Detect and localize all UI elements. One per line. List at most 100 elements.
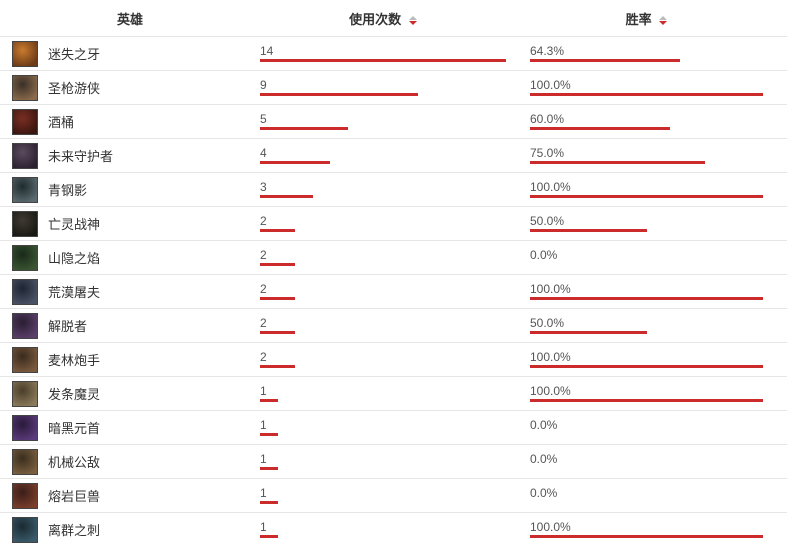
- champion-avatar: [12, 41, 38, 67]
- winrate-value: 100.0%: [530, 283, 763, 295]
- usage-cell: 1: [260, 479, 530, 512]
- table-header: 英雄 使用次数 胜率: [0, 0, 787, 36]
- winrate-bar: [530, 263, 763, 266]
- usage-value: 1: [260, 419, 506, 431]
- usage-bar: [260, 535, 506, 538]
- champion-name: 圣枪游侠: [48, 78, 100, 97]
- header-winrate-label: 胜率: [626, 12, 652, 27]
- usage-value: 1: [260, 453, 506, 465]
- winrate-value: 64.3%: [530, 45, 763, 57]
- table-row[interactable]: 发条魔灵1100.0%: [0, 376, 787, 410]
- winrate-bar: [530, 297, 763, 300]
- hero-cell: 麦林炮手: [0, 347, 260, 373]
- winrate-bar: [530, 127, 763, 130]
- table-row[interactable]: 圣枪游侠 9100.0%: [0, 70, 787, 104]
- champion-stats-table: 英雄 使用次数 胜率 迷失之牙1464.3%圣枪游侠9100.0%酒桶560.0…: [0, 0, 787, 546]
- table-row[interactable]: 迷失之牙 1464.3%: [0, 36, 787, 70]
- table-row[interactable]: 暗黑元首10.0%: [0, 410, 787, 444]
- champion-name: 发条魔灵: [48, 384, 100, 403]
- winrate-cell: 100.0%: [530, 173, 787, 206]
- hero-cell: 山隐之焰: [0, 245, 260, 271]
- winrate-cell: 0.0%: [530, 445, 787, 478]
- usage-cell: 2: [260, 343, 530, 376]
- hero-cell: 酒桶: [0, 109, 260, 135]
- usage-value: 2: [260, 283, 506, 295]
- winrate-cell: 0.0%: [530, 479, 787, 512]
- winrate-cell: 100.0%: [530, 275, 787, 308]
- winrate-value: 100.0%: [530, 521, 763, 533]
- usage-bar: [260, 195, 506, 198]
- usage-cell: 3: [260, 173, 530, 206]
- winrate-bar: [530, 399, 763, 402]
- usage-value: 4: [260, 147, 506, 159]
- usage-bar: [260, 365, 506, 368]
- champion-name: 迷失之牙: [48, 44, 100, 63]
- table-row[interactable]: 酒桶560.0%: [0, 104, 787, 138]
- usage-bar: [260, 467, 506, 470]
- winrate-bar: [530, 93, 763, 96]
- usage-cell: 14: [260, 37, 530, 70]
- winrate-cell: 64.3%: [530, 37, 787, 70]
- header-usage-label: 使用次数: [349, 12, 401, 27]
- champion-name: 未来守护者: [48, 146, 113, 165]
- table-row[interactable]: 熔岩巨兽 10.0%: [0, 478, 787, 512]
- sort-icon: [659, 15, 667, 26]
- champion-name: 熔岩巨兽: [48, 486, 100, 505]
- champion-name: 酒桶: [48, 112, 74, 131]
- champion-avatar: [12, 347, 38, 373]
- hero-cell: 迷失之牙: [0, 41, 260, 67]
- champion-avatar: [12, 177, 38, 203]
- winrate-cell: 50.0%: [530, 207, 787, 240]
- hero-cell: 荒漠屠夫: [0, 279, 260, 305]
- usage-bar: [260, 93, 506, 96]
- winrate-value: 50.0%: [530, 215, 763, 227]
- table-row[interactable]: 亡灵战神250.0%: [0, 206, 787, 240]
- hero-cell: 机械公敌: [0, 449, 260, 475]
- table-row[interactable]: 山隐之焰20.0%: [0, 240, 787, 274]
- table-row[interactable]: 荒漠屠夫2 100.0%: [0, 274, 787, 308]
- champion-avatar: [12, 313, 38, 339]
- table-row[interactable]: 青钢影3100.0%: [0, 172, 787, 206]
- hero-cell: 熔岩巨兽: [0, 483, 260, 509]
- winrate-bar: [530, 535, 763, 538]
- table-row[interactable]: 解脱者250.0%: [0, 308, 787, 342]
- champion-avatar: [12, 517, 38, 543]
- champion-avatar: [12, 143, 38, 169]
- sort-icon: [409, 15, 417, 26]
- table-row[interactable]: 未来守护者475.0%: [0, 138, 787, 172]
- winrate-cell: 100.0%: [530, 71, 787, 104]
- header-winrate[interactable]: 胜率: [530, 9, 787, 28]
- usage-value: 2: [260, 249, 506, 261]
- header-hero[interactable]: 英雄: [0, 9, 260, 28]
- usage-cell: 5: [260, 105, 530, 138]
- winrate-value: 0.0%: [530, 487, 763, 499]
- usage-cell: 2: [260, 309, 530, 342]
- table-row[interactable]: 离群之刺1 100.0%: [0, 512, 787, 546]
- table-row[interactable]: 机械公敌1 0.0%: [0, 444, 787, 478]
- usage-bar: [260, 501, 506, 504]
- winrate-bar: [530, 229, 763, 232]
- hero-cell: 解脱者: [0, 313, 260, 339]
- champion-avatar: [12, 109, 38, 135]
- usage-bar: [260, 331, 506, 334]
- winrate-bar: [530, 365, 763, 368]
- usage-value: 2: [260, 215, 506, 227]
- usage-value: 1: [260, 385, 506, 397]
- winrate-bar: [530, 59, 763, 62]
- table-row[interactable]: 麦林炮手2100.0%: [0, 342, 787, 376]
- champion-avatar: [12, 449, 38, 475]
- header-usage[interactable]: 使用次数: [260, 9, 530, 28]
- usage-value: 5: [260, 113, 506, 125]
- champion-name: 暗黑元首: [48, 418, 100, 437]
- usage-value: 1: [260, 521, 506, 533]
- champion-name: 麦林炮手: [48, 350, 100, 369]
- usage-bar: [260, 127, 506, 130]
- winrate-bar: [530, 433, 763, 436]
- champion-avatar: [12, 279, 38, 305]
- champion-avatar: [12, 75, 38, 101]
- usage-cell: 9: [260, 71, 530, 104]
- winrate-cell: 100.0%: [530, 513, 787, 546]
- hero-cell: 离群之刺: [0, 517, 260, 543]
- winrate-bar: [530, 331, 763, 334]
- table-body: 迷失之牙1464.3%圣枪游侠9100.0%酒桶560.0%未来守护者475.0…: [0, 36, 787, 546]
